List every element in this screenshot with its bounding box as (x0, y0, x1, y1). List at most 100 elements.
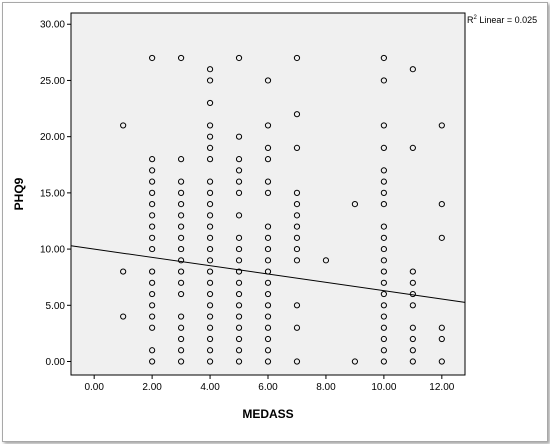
y-tick-label: 15.00 (40, 188, 65, 199)
data-point (149, 223, 156, 230)
data-point (149, 189, 156, 196)
data-point (177, 212, 185, 219)
y-axis: 0.00 5.00 10.00 15.00 20.00 25.00 30.00 (40, 20, 71, 368)
data-point (380, 178, 387, 185)
data-point (149, 324, 156, 331)
data-point (380, 268, 387, 275)
data-point (206, 122, 214, 129)
data-point (293, 234, 301, 241)
data-point (293, 358, 301, 365)
data-point (409, 302, 416, 309)
x-axis-title: MEDASS (242, 407, 293, 421)
data-point (206, 212, 214, 219)
data-point (322, 257, 330, 264)
data-point (293, 201, 301, 208)
data-point (206, 144, 214, 152)
data-point (120, 313, 127, 320)
data-point (149, 358, 156, 365)
data-point (380, 347, 387, 354)
data-point (409, 66, 416, 73)
data-point (206, 77, 214, 84)
data-point (120, 268, 127, 275)
data-point (380, 245, 387, 253)
data-point (149, 245, 156, 253)
data-point (380, 189, 387, 196)
data-point (235, 290, 243, 298)
data-point (177, 223, 185, 230)
data-point (120, 122, 127, 129)
plot-area (70, 12, 466, 376)
data-point (264, 156, 272, 163)
data-point (438, 324, 445, 331)
data-point (177, 189, 185, 196)
data-point (177, 201, 185, 208)
data-point (293, 111, 301, 118)
y-tick-label: 20.00 (40, 132, 65, 143)
data-point (264, 335, 272, 343)
data-point (206, 290, 214, 298)
data-point (293, 144, 301, 152)
data-point (149, 234, 156, 241)
data-point (149, 290, 156, 298)
data-point (235, 133, 243, 140)
data-point (177, 245, 185, 253)
data-point (235, 268, 243, 275)
data-point (293, 324, 301, 331)
data-point (293, 189, 301, 196)
data-point (206, 279, 214, 286)
data-point (177, 335, 185, 343)
y-axis-title: PHQ9 (12, 177, 26, 210)
data-point (380, 279, 387, 286)
data-point (206, 313, 214, 320)
data-point (235, 167, 243, 174)
x-tick-label: 10.00 (371, 382, 396, 393)
data-point (438, 358, 445, 365)
data-point (380, 77, 387, 84)
data-point (380, 201, 387, 208)
data-point (264, 223, 272, 230)
data-points (120, 54, 445, 365)
data-point (409, 324, 416, 331)
data-point (438, 335, 445, 343)
data-point (409, 347, 416, 354)
data-point (149, 212, 156, 219)
data-point (149, 156, 156, 163)
data-point (351, 358, 359, 365)
data-point (264, 234, 272, 241)
data-point (235, 234, 243, 241)
data-point (149, 201, 156, 208)
data-point (380, 234, 387, 241)
data-point (177, 257, 185, 264)
data-point (264, 358, 272, 365)
scatter-chart: 0.00 2.00 4.00 6.00 8.00 10.00 12.00 0.00 5.00 1… (12, 12, 537, 421)
data-point (264, 245, 272, 253)
x-axis: 0.00 2.00 4.00 6.00 8.00 10.00 12.00 (84, 375, 455, 393)
x-tick-label: 6.00 (258, 382, 278, 393)
x-tick-label: 2.00 (142, 382, 162, 393)
x-tick-label: 12.00 (429, 382, 454, 393)
data-point (206, 335, 214, 343)
data-point (177, 358, 185, 365)
data-point (409, 358, 416, 365)
data-point (235, 324, 243, 331)
data-point (235, 313, 243, 320)
data-point (380, 290, 387, 298)
data-point (206, 189, 214, 196)
data-point (264, 257, 272, 264)
data-point (235, 279, 243, 286)
data-point (177, 290, 185, 298)
data-point (264, 268, 272, 275)
r2-annotation: R2 Linear = 0.025 (467, 15, 537, 25)
data-point (206, 245, 214, 253)
data-point (293, 257, 301, 264)
data-point (380, 223, 387, 230)
y-tick-label: 30.00 (40, 20, 65, 31)
data-point (206, 324, 214, 331)
data-point (264, 189, 272, 196)
data-point (206, 257, 214, 264)
y-tick-label: 5.00 (46, 301, 66, 312)
data-point (409, 335, 416, 343)
data-point (264, 347, 272, 354)
data-point (293, 54, 301, 62)
data-point (293, 212, 301, 219)
